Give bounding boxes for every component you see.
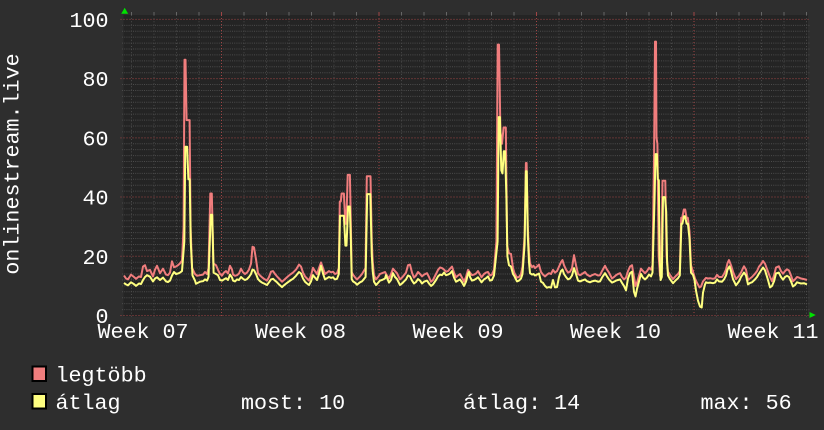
svg-text:Week 10: Week 10 bbox=[570, 320, 661, 345]
svg-text:legtöbb: legtöbb bbox=[56, 364, 147, 389]
svg-text:80: 80 bbox=[82, 68, 108, 93]
svg-text:max: 56: max: 56 bbox=[701, 391, 792, 416]
svg-text:40: 40 bbox=[82, 187, 108, 212]
svg-text:Week 11: Week 11 bbox=[727, 320, 818, 345]
svg-text:Week 07: Week 07 bbox=[97, 320, 188, 345]
svg-text:onlinestream.live: onlinestream.live bbox=[1, 53, 26, 274]
svg-text:Week 08: Week 08 bbox=[255, 320, 346, 345]
svg-text:60: 60 bbox=[82, 127, 108, 152]
svg-text:0: 0 bbox=[95, 305, 108, 330]
svg-text:átlag: 14: átlag: 14 bbox=[463, 391, 580, 416]
svg-text:20: 20 bbox=[82, 246, 108, 271]
svg-text:most: 10: most: 10 bbox=[241, 391, 345, 416]
svg-text:100: 100 bbox=[69, 9, 108, 34]
svg-text:átlag: átlag bbox=[56, 391, 121, 416]
svg-text:Week 09: Week 09 bbox=[412, 320, 503, 345]
